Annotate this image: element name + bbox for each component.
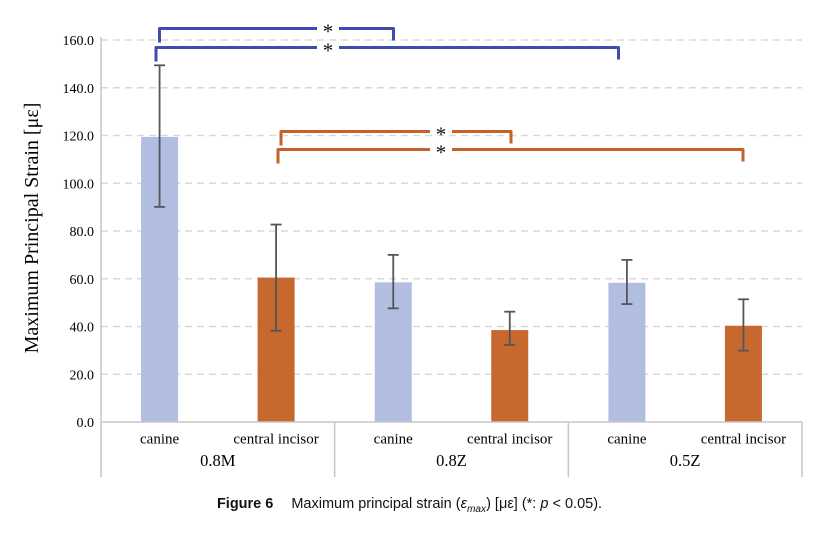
figure-caption-label: Figure 6	[216, 496, 274, 512]
bar-label: central incisor	[701, 432, 786, 448]
sig-bracket-0.8M-central-incisor-vs-0.8Z-central-incisor	[279, 130, 513, 146]
bar-chart-canvas: Maximum Principal Strain [με] **** canin…	[21, 20, 803, 477]
caption-part: ε	[460, 496, 467, 512]
figure-caption: Figure 6 Maximum principal strain (εmax)…	[0, 496, 819, 515]
y-axis-title: Maximum Principal Strain [με]	[21, 103, 43, 354]
y-tick-label: 160.0	[63, 34, 95, 49]
sig-asterisk: *	[323, 20, 334, 44]
caption-part: ) [με] (*:	[486, 496, 541, 512]
y-tick-label: 40.0	[70, 321, 95, 336]
y-tick-label: 80.0	[70, 225, 95, 240]
bar-label: central incisor	[467, 432, 552, 448]
y-tick-label: 120.0	[63, 130, 95, 145]
bar-label: canine	[607, 432, 646, 448]
group-label: 0.8M	[200, 451, 236, 470]
sig-asterisk: *	[436, 123, 447, 147]
y-tick-label: 0.0	[77, 416, 95, 431]
bars-layer	[141, 64, 762, 422]
group-label: 0.5Z	[670, 451, 701, 470]
caption-part: p	[540, 496, 549, 512]
y-tick-label: 60.0	[70, 273, 95, 288]
y-tick-label: 100.0	[63, 177, 95, 192]
sig-bracket-0.8M-canine-vs-0.8Z-canine	[158, 27, 395, 43]
sig-asterisk: *	[436, 141, 447, 165]
axis-labels-layer: canine central incisor 0.8M canine central i…	[63, 34, 787, 470]
y-tick-label: 140.0	[63, 82, 95, 97]
caption-part: Maximum principal strain (	[291, 496, 461, 512]
axis-frame-layer	[100, 37, 803, 477]
bar-label: canine	[374, 432, 413, 448]
bar-label: canine	[140, 432, 179, 448]
figure-caption-text: Maximum principal strain (εmax) [με] (*:…	[291, 496, 602, 515]
sig-asterisk: *	[323, 39, 334, 63]
sig-bracket-0.8M-central-incisor-vs-0.5Z-central-incisor	[276, 148, 745, 164]
bar-label: central incisor	[233, 432, 318, 448]
gridline-layer	[101, 39, 802, 375]
sig-bracket-0.8M-canine-vs-0.5Z-canine	[154, 46, 620, 62]
bar-canine-0.5Z	[608, 282, 646, 422]
significance-brackets-layer: ****	[154, 20, 745, 165]
y-tick-label: 20.0	[70, 368, 95, 383]
caption-part: max	[466, 503, 487, 515]
group-label: 0.8Z	[436, 451, 467, 470]
caption-part: < 0.05).	[548, 496, 603, 512]
